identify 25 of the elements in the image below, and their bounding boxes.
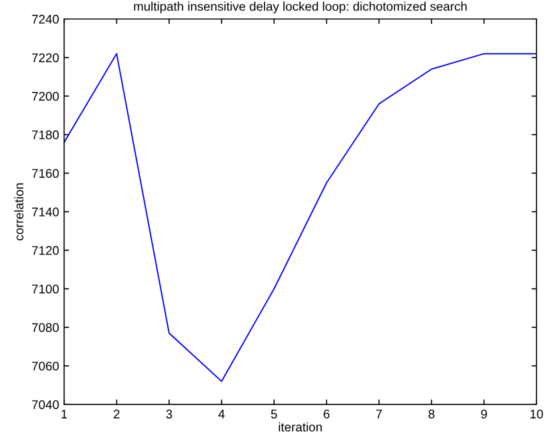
y-tick-label: 7060 (32, 362, 59, 371)
y-tick-label: 7100 (32, 284, 59, 294)
x-tick-label: 4 (218, 410, 225, 418)
y-axis-title: correlation (14, 183, 24, 240)
y-tick-label: 7120 (32, 246, 59, 255)
y-tick-label: 7040 (32, 400, 59, 410)
x-axis-title: iteration (278, 422, 322, 432)
x-tick-label: 2 (114, 410, 120, 418)
chart-title: multipath insensitive delay locked loop: dichotomized search (134, 2, 467, 14)
x-tick-label: 7 (376, 410, 382, 418)
x-tick-label: 8 (428, 410, 434, 418)
x-tick-label: 5 (271, 410, 278, 418)
line-series (64, 53, 536, 382)
x-tick-label: 6 (324, 410, 330, 418)
y-tick-label: 7080 (32, 323, 59, 332)
y-tick-label: 7180 (32, 130, 59, 140)
y-tick-label: 7140 (32, 208, 59, 216)
y-tick-label: 7200 (32, 92, 59, 101)
x-tick-label: 1 (62, 410, 67, 418)
x-tick-label: 3 (166, 410, 172, 418)
x-tick-label: 10 (530, 410, 543, 418)
y-tick-label: 7220 (32, 53, 59, 62)
x-tick-label: 9 (481, 410, 487, 418)
y-tick-label: 7240 (32, 14, 59, 24)
y-tick-label: 7160 (32, 168, 59, 178)
